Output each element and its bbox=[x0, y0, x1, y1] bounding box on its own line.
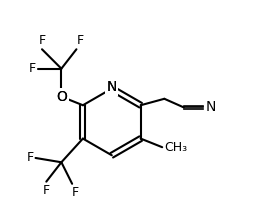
Text: F: F bbox=[43, 184, 50, 197]
Text: N: N bbox=[205, 100, 216, 114]
Text: N: N bbox=[107, 80, 117, 94]
Text: N: N bbox=[107, 80, 117, 94]
Text: F: F bbox=[38, 34, 46, 47]
Text: F: F bbox=[28, 62, 36, 75]
Text: F: F bbox=[26, 152, 33, 164]
Text: N: N bbox=[107, 80, 117, 94]
Text: F: F bbox=[72, 186, 79, 199]
Text: O: O bbox=[56, 90, 67, 104]
Text: F: F bbox=[76, 34, 84, 47]
Text: O: O bbox=[56, 90, 67, 104]
Text: O: O bbox=[56, 90, 67, 104]
Text: CH₃: CH₃ bbox=[164, 141, 188, 154]
